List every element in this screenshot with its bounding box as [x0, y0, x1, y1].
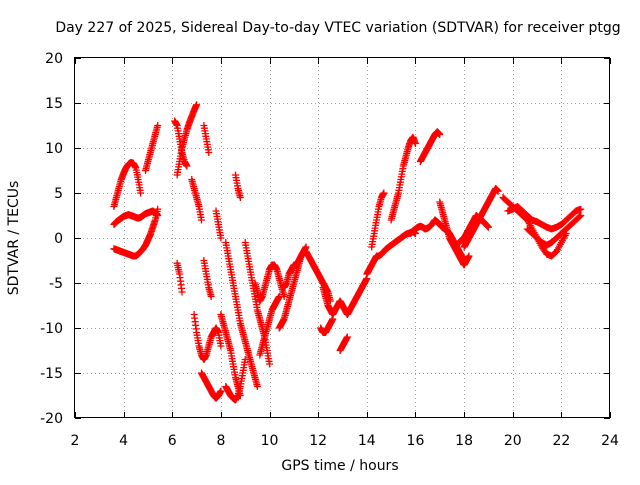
data-point-marker — [253, 383, 261, 390]
y-tick-label: 0 — [54, 231, 63, 247]
data-point-marker — [183, 162, 191, 170]
data-point-marker — [197, 216, 205, 224]
x-tick-label: 4 — [119, 433, 128, 449]
data-point-marker — [494, 187, 502, 195]
data-point-marker — [484, 223, 492, 231]
data-point-marker — [380, 189, 388, 197]
series-arc-24 — [317, 315, 337, 336]
series-arc-16 — [232, 171, 244, 201]
series-arc-4 — [142, 122, 162, 174]
y-tick-label: -20 — [40, 411, 63, 427]
series-arc-7 — [200, 122, 213, 156]
data-point-marker — [302, 243, 310, 251]
x-tick-label: 14 — [358, 433, 376, 449]
y-tick-label: 5 — [54, 186, 63, 202]
series-arc-6 — [171, 117, 191, 170]
data-point-marker — [436, 131, 444, 138]
y-tick-label: -10 — [40, 321, 63, 337]
series-arc-31 — [436, 198, 473, 269]
series-arc-25 — [336, 333, 351, 354]
series-arc-35 — [504, 203, 585, 233]
series-arc-27 — [368, 189, 388, 251]
y-tick-label: 15 — [45, 96, 63, 112]
data-point-marker — [275, 293, 283, 300]
series-arc-9 — [188, 176, 205, 224]
series-arc-26 — [363, 228, 419, 278]
data-point-marker — [137, 189, 145, 197]
data-point-marker — [329, 315, 337, 323]
data-point-marker — [577, 212, 585, 219]
data-point-marker — [343, 333, 351, 341]
series-arc-1 — [110, 205, 162, 260]
series-arc-11 — [212, 207, 225, 242]
series-arc-17 — [222, 239, 261, 390]
data-point-marker — [266, 360, 274, 368]
data-point-marker — [217, 342, 225, 350]
series-arc-22 — [280, 243, 310, 291]
series-arc-3 — [110, 207, 162, 228]
y-axis-label: SDTVAR / TECUs — [6, 181, 22, 296]
data-point-marker — [411, 140, 419, 147]
data-point-marker — [217, 234, 225, 242]
data-point-marker — [154, 212, 162, 219]
y-tick-label: -15 — [40, 366, 63, 382]
x-tick-label: 10 — [261, 433, 279, 449]
data-point-marker — [236, 194, 244, 201]
x-tick-label: 8 — [216, 433, 225, 449]
y-tick-label: -5 — [49, 276, 63, 292]
series-arc-12 — [190, 311, 225, 363]
series-arc-20 — [256, 293, 283, 359]
chart-title: Day 227 of 2025, Sidereal Day-to-day VTE… — [55, 20, 620, 36]
grid-layer — [75, 58, 610, 418]
data-point-marker — [465, 252, 473, 260]
data-layer — [110, 101, 585, 404]
x-tick-label: 20 — [504, 433, 522, 449]
x-tick-label: 24 — [601, 433, 619, 449]
x-tick-label: 2 — [71, 433, 80, 449]
x-tick-label: 12 — [309, 433, 327, 449]
series-arc-29 — [416, 128, 444, 165]
x-tick-label: 22 — [552, 433, 570, 449]
data-point-marker — [217, 387, 225, 395]
x-axis-label: GPS time / hours — [281, 458, 398, 474]
series-arc-2 — [110, 158, 145, 210]
data-point-marker — [577, 205, 585, 213]
data-point-marker — [205, 149, 213, 156]
data-point-marker — [193, 101, 201, 109]
series-arc-14 — [217, 311, 244, 399]
data-point-marker — [207, 293, 215, 300]
series-arc-5 — [173, 101, 201, 179]
series-arc-23 — [319, 275, 371, 318]
x-tick-label: 18 — [455, 433, 473, 449]
series-arc-19 — [251, 261, 288, 305]
x-tick-label: 16 — [407, 433, 425, 449]
x-tick-label: 6 — [168, 433, 177, 449]
series-arc-8 — [173, 259, 186, 296]
series-arc-33 — [455, 212, 492, 246]
y-tick-label: 10 — [45, 141, 63, 157]
plot-frame — [74, 57, 610, 418]
y-tick-label: 20 — [45, 51, 63, 67]
series-arc-15 — [222, 356, 249, 404]
series-arc-10 — [200, 257, 215, 300]
series-arc-28 — [387, 133, 419, 224]
data-point-marker — [154, 122, 162, 129]
series-arc-36 — [523, 212, 585, 249]
data-point-marker — [178, 288, 186, 296]
series-arc-13 — [197, 369, 225, 402]
data-point-marker — [576, 212, 584, 220]
